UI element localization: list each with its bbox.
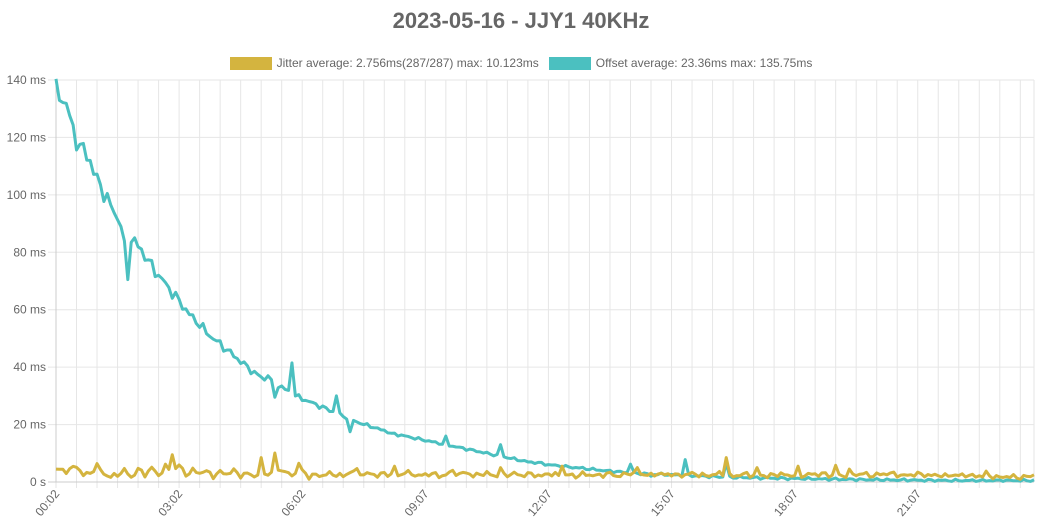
series-line-jitter <box>55 451 1035 481</box>
x-axis-labels: 00:02 03:02 06:02 09:07 12:07 15:07 18:07 21:07 <box>32 487 924 519</box>
series-line-offset <box>54 78 1035 483</box>
x-tick-label: 18:07 <box>771 487 801 519</box>
legend-swatch-jitter <box>229 56 272 70</box>
y-axis-labels: 0 s 20 ms 40 ms 60 ms 80 ms 100 ms 120 ms 140 m… <box>7 73 46 489</box>
y-tick-label: 20 ms <box>13 418 46 432</box>
x-tick-label: 03:02 <box>155 487 185 519</box>
y-tick-label: 120 ms <box>7 130 46 144</box>
legend-item-jitter[interactable]: Jitter average: 2.756ms(287/287) max: 10… <box>229 56 539 70</box>
y-tick-label: 0 s <box>30 475 46 489</box>
y-tick-label: 80 ms <box>13 245 46 259</box>
legend: Jitter average: 2.756ms(287/287) max: 10… <box>0 56 1042 70</box>
y-tick-label: 100 ms <box>7 188 46 202</box>
legend-label-offset: Offset average: 23.36ms max: 135.75ms <box>595 56 813 70</box>
legend-item-offset[interactable]: Offset average: 23.36ms max: 135.75ms <box>548 56 813 70</box>
y-tick-label: 140 ms <box>7 73 46 87</box>
grid-lines <box>48 79 1035 488</box>
x-tick-label: 15:07 <box>648 487 678 519</box>
y-tick-label: 40 ms <box>13 360 46 374</box>
chart-title: 2023-05-16 - JJY1 40KHz <box>392 8 650 33</box>
series-lines <box>54 78 1035 483</box>
x-tick-label: 21:07 <box>894 487 924 519</box>
x-tick-label: 09:07 <box>402 487 432 519</box>
x-tick-label: 12:07 <box>525 487 555 519</box>
y-tick-label: 60 ms <box>13 303 46 317</box>
legend-label-jitter: Jitter average: 2.756ms(287/287) max: 10… <box>276 56 539 70</box>
x-tick-label: 06:02 <box>278 487 308 519</box>
x-tick-label: 00:02 <box>32 487 62 519</box>
legend-swatch-offset <box>548 56 591 70</box>
